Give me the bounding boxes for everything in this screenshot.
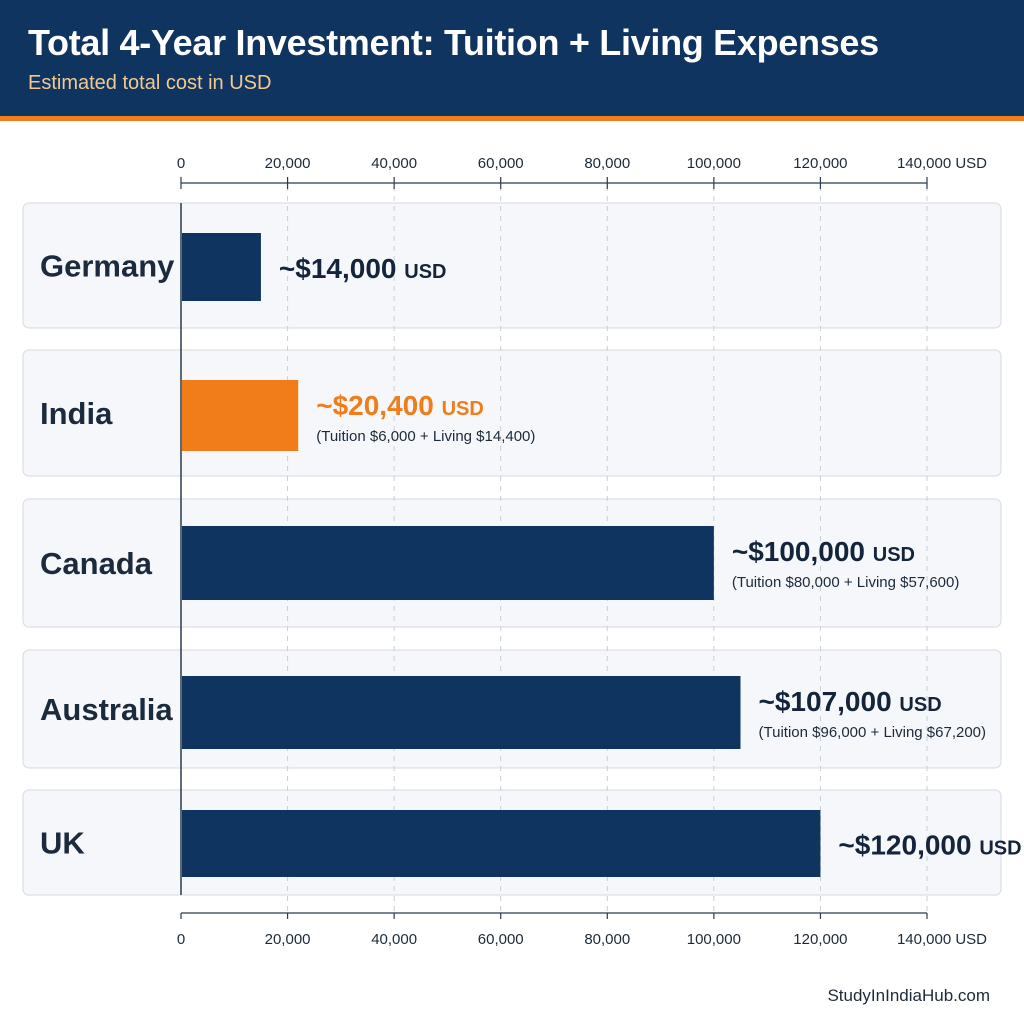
- value-detail: (Tuition $6,000 + Living $14,400): [316, 428, 535, 445]
- tick-label: 60,000: [478, 155, 524, 172]
- tick-label: 140,000 USD: [897, 931, 987, 948]
- category-label: Australia: [40, 692, 173, 727]
- chart-subtitle: Estimated total cost in USD: [28, 72, 272, 94]
- value-detail: (Tuition $80,000 + Living $57,600): [732, 574, 960, 591]
- category-label: Canada: [40, 546, 153, 581]
- tick-label: 120,000: [793, 155, 847, 172]
- tick-label: 100,000: [687, 155, 741, 172]
- tick-label: 40,000: [371, 155, 417, 172]
- tick-label: 140,000 USD: [897, 155, 987, 172]
- value-label: ~$100,000 USD: [732, 536, 915, 567]
- value-unit: USD: [404, 261, 446, 283]
- chart-title: Total 4-Year Investment: Tuition + Livin…: [28, 22, 879, 63]
- row-panel: [22, 349, 1002, 477]
- source-credit: StudyInIndiaHub.com: [827, 986, 990, 1005]
- bar: [182, 676, 741, 749]
- tick-label: 120,000: [793, 931, 847, 948]
- tick-label: 20,000: [265, 931, 311, 948]
- tick-label: 20,000: [265, 155, 311, 172]
- value-unit: USD: [873, 544, 915, 566]
- tick-label: 100,000: [687, 931, 741, 948]
- value-unit: USD: [979, 838, 1021, 860]
- category-label: UK: [40, 826, 85, 861]
- chart-header: [0, 0, 1024, 116]
- header-accent-stripe: [0, 116, 1024, 121]
- tick-label: 0: [177, 155, 185, 172]
- bar: [182, 233, 261, 301]
- category-label: India: [40, 396, 113, 431]
- tick-label: 60,000: [478, 931, 524, 948]
- category-label: Germany: [40, 249, 175, 284]
- value-detail: (Tuition $96,000 + Living $67,200): [759, 724, 987, 741]
- tick-label: 0: [177, 931, 185, 948]
- value-unit: USD: [442, 398, 484, 420]
- bar: [182, 810, 821, 877]
- row-panel: [22, 202, 1002, 329]
- tick-label: 80,000: [584, 931, 630, 948]
- bar: [182, 526, 714, 600]
- bar: [182, 380, 299, 451]
- tick-label: 40,000: [371, 931, 417, 948]
- tick-label: 80,000: [584, 155, 630, 172]
- value-unit: USD: [899, 694, 941, 716]
